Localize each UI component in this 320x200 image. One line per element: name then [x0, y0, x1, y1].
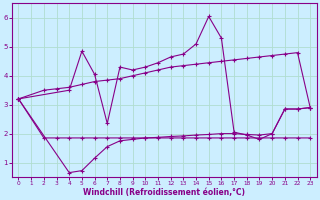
X-axis label: Windchill (Refroidissement éolien,°C): Windchill (Refroidissement éolien,°C): [83, 188, 245, 197]
